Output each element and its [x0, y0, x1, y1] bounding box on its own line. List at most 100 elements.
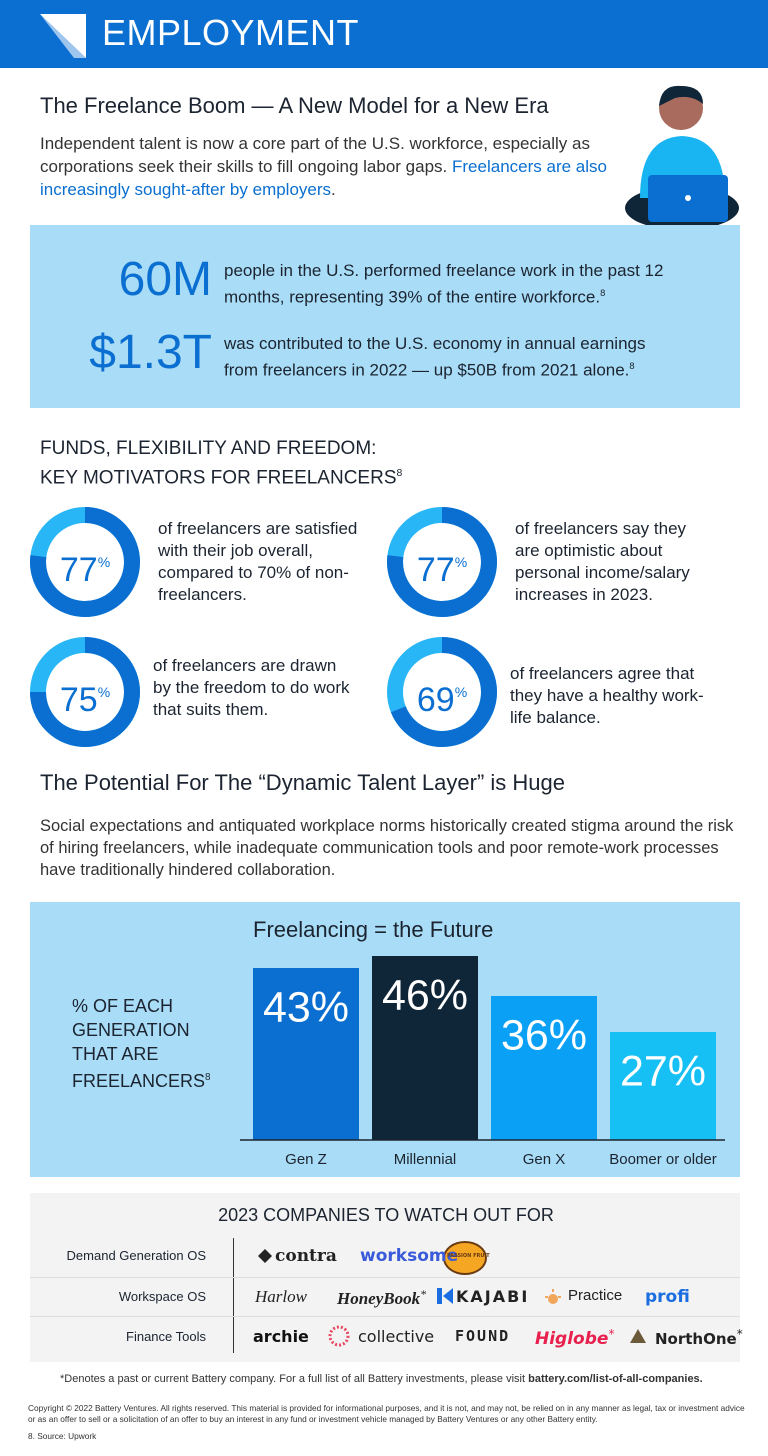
company-name: HoneyBook — [337, 1289, 421, 1308]
x-tick-label: Gen X — [523, 1151, 566, 1168]
x-tick-label: Millennial — [394, 1151, 457, 1168]
company-logo: Practice — [568, 1287, 622, 1304]
header-bar — [0, 0, 768, 68]
stat-text: was contributed to the U.S. economy in a… — [224, 333, 674, 382]
chart-title: Freelancing = the Future — [253, 917, 493, 942]
value-label: 27% — [620, 1047, 706, 1095]
donut-arc — [30, 507, 140, 617]
bar — [491, 996, 597, 1140]
intro-highlight: Freelancers are also increasingly sought… — [40, 157, 607, 199]
percent-sign: % — [97, 554, 111, 570]
logo-icon — [630, 1329, 646, 1343]
donut-label: 75% — [45, 670, 125, 722]
header-title: EMPLOYMENT — [102, 12, 360, 53]
x-tick-label: Gen Z — [285, 1151, 327, 1168]
donut-value: 69 — [416, 681, 455, 719]
company-logo: Higlobe* — [535, 1327, 614, 1349]
donut-arc — [30, 637, 140, 747]
copyright: Copyright © 2022 Battery Ventures. All r… — [28, 1403, 745, 1424]
companies-title: 2023 COMPANIES TO WATCH OUT FOR — [218, 1205, 554, 1225]
percent-sign: % — [97, 684, 111, 700]
footnote: 8 — [629, 361, 635, 371]
company-logo: collective — [358, 1327, 434, 1346]
donut-arc — [387, 507, 497, 617]
donut-label: 77% — [402, 540, 482, 592]
footnote: 8 — [396, 468, 403, 479]
company-logo: NorthOne* — [655, 1327, 743, 1348]
y-axis-label: % OF EACH GENERATION THAT ARE FREELANCER… — [72, 994, 222, 1093]
potential-title: The Potential For The “Dynamic Talent La… — [40, 770, 565, 795]
company-name: KAJABI — [456, 1287, 530, 1306]
company-name: NorthOne — [655, 1330, 737, 1348]
intro-body: Independent talent is now a core part of… — [40, 134, 590, 176]
company-logo: PASSION FRUIT — [447, 1253, 490, 1259]
percent-sign: % — [454, 684, 468, 700]
company-name: FOUND — [455, 1327, 511, 1345]
logo-icon — [258, 1249, 272, 1263]
row-separator — [30, 1316, 740, 1317]
company-logo: archie — [253, 1327, 309, 1346]
logo-icon — [437, 1288, 453, 1304]
stat-value: 60M — [118, 253, 212, 306]
footnote: 8 — [600, 288, 606, 298]
row-separator — [30, 1277, 740, 1278]
person-illustration — [625, 85, 739, 248]
x-tick-label: Boomer or older — [609, 1151, 717, 1168]
company-logo: KAJABI — [456, 1287, 529, 1306]
motivator-text: of freelancers are satisfied with their … — [158, 519, 358, 604]
bar — [610, 1032, 716, 1140]
company-logo: Harlow — [255, 1287, 307, 1307]
motivator-text: of freelancers say they are optimistic a… — [515, 519, 690, 604]
company-logo: contra — [275, 1246, 337, 1266]
company-name: Harlow — [255, 1287, 307, 1306]
company-mark: * — [608, 1327, 615, 1341]
donut-value: 77 — [59, 551, 98, 589]
company-name: collective — [358, 1327, 435, 1346]
donut-label: 77% — [45, 540, 125, 592]
motivators-heading: FUNDS, FLEXIBILITY AND FREEDOM: KEY MOTIV… — [40, 436, 402, 490]
donut-value: 77 — [416, 551, 455, 589]
intro-end: . — [331, 180, 336, 199]
company-mark: * — [420, 1287, 427, 1301]
note-link: battery.com/list-of-all-companies. — [528, 1373, 703, 1385]
row-label: Workspace OS — [118, 1289, 206, 1304]
stat-text: people in the U.S. performed freelance w… — [224, 260, 674, 309]
company-logo: HoneyBook* — [337, 1287, 426, 1309]
footnote: 8 — [205, 1072, 211, 1083]
company-mark: * — [736, 1327, 743, 1341]
motivators-title: FUNDS, FLEXIBILITY AND FREEDOM: — [40, 438, 377, 459]
bar — [372, 956, 478, 1140]
stat-text-body: was contributed to the U.S. economy in a… — [224, 334, 646, 380]
motivators-subtitle: KEY MOTIVATORS FOR FREELANCERS — [40, 467, 397, 489]
bar — [253, 968, 359, 1140]
donut-arc — [390, 637, 497, 747]
company-logo: worksome — [360, 1246, 458, 1266]
company-logo: profi — [645, 1287, 690, 1307]
stats-box — [30, 225, 740, 408]
note: *Denotes a past or current Battery compa… — [60, 1373, 526, 1385]
percent-sign: % — [454, 554, 468, 570]
value-label: 43% — [263, 983, 349, 1031]
company-name: PASSION FRUIT — [447, 1253, 490, 1259]
donut-label: 69% — [402, 670, 482, 722]
company-logo: FOUND — [455, 1327, 510, 1345]
divider — [233, 1238, 234, 1353]
potential-text: Social expectations and antiquated workp… — [40, 817, 734, 879]
stat-value: $1.3T — [89, 326, 212, 379]
motivator-text: of freelancers agree that they have a he… — [510, 664, 704, 727]
company-name: worksome — [360, 1246, 459, 1266]
donut-value: 75 — [59, 681, 98, 719]
row-label: Finance Tools — [126, 1329, 206, 1344]
row-label: Demand Generation OS — [66, 1248, 206, 1263]
stat-text-body: people in the U.S. performed freelance w… — [224, 261, 664, 307]
company-name: contra — [275, 1246, 337, 1266]
motivator-text: of freelancers are drawn by the freedom … — [153, 656, 350, 719]
source: 8. Source: Upwork — [28, 1431, 97, 1441]
y-label-text: % OF EACH GENERATION THAT ARE FREELANCER… — [72, 996, 206, 1091]
logo-icon — [328, 1325, 350, 1347]
logo-badge — [443, 1241, 487, 1275]
header-logo — [40, 14, 86, 58]
company-name: profi — [645, 1287, 690, 1307]
company-name: Practice — [568, 1287, 623, 1304]
